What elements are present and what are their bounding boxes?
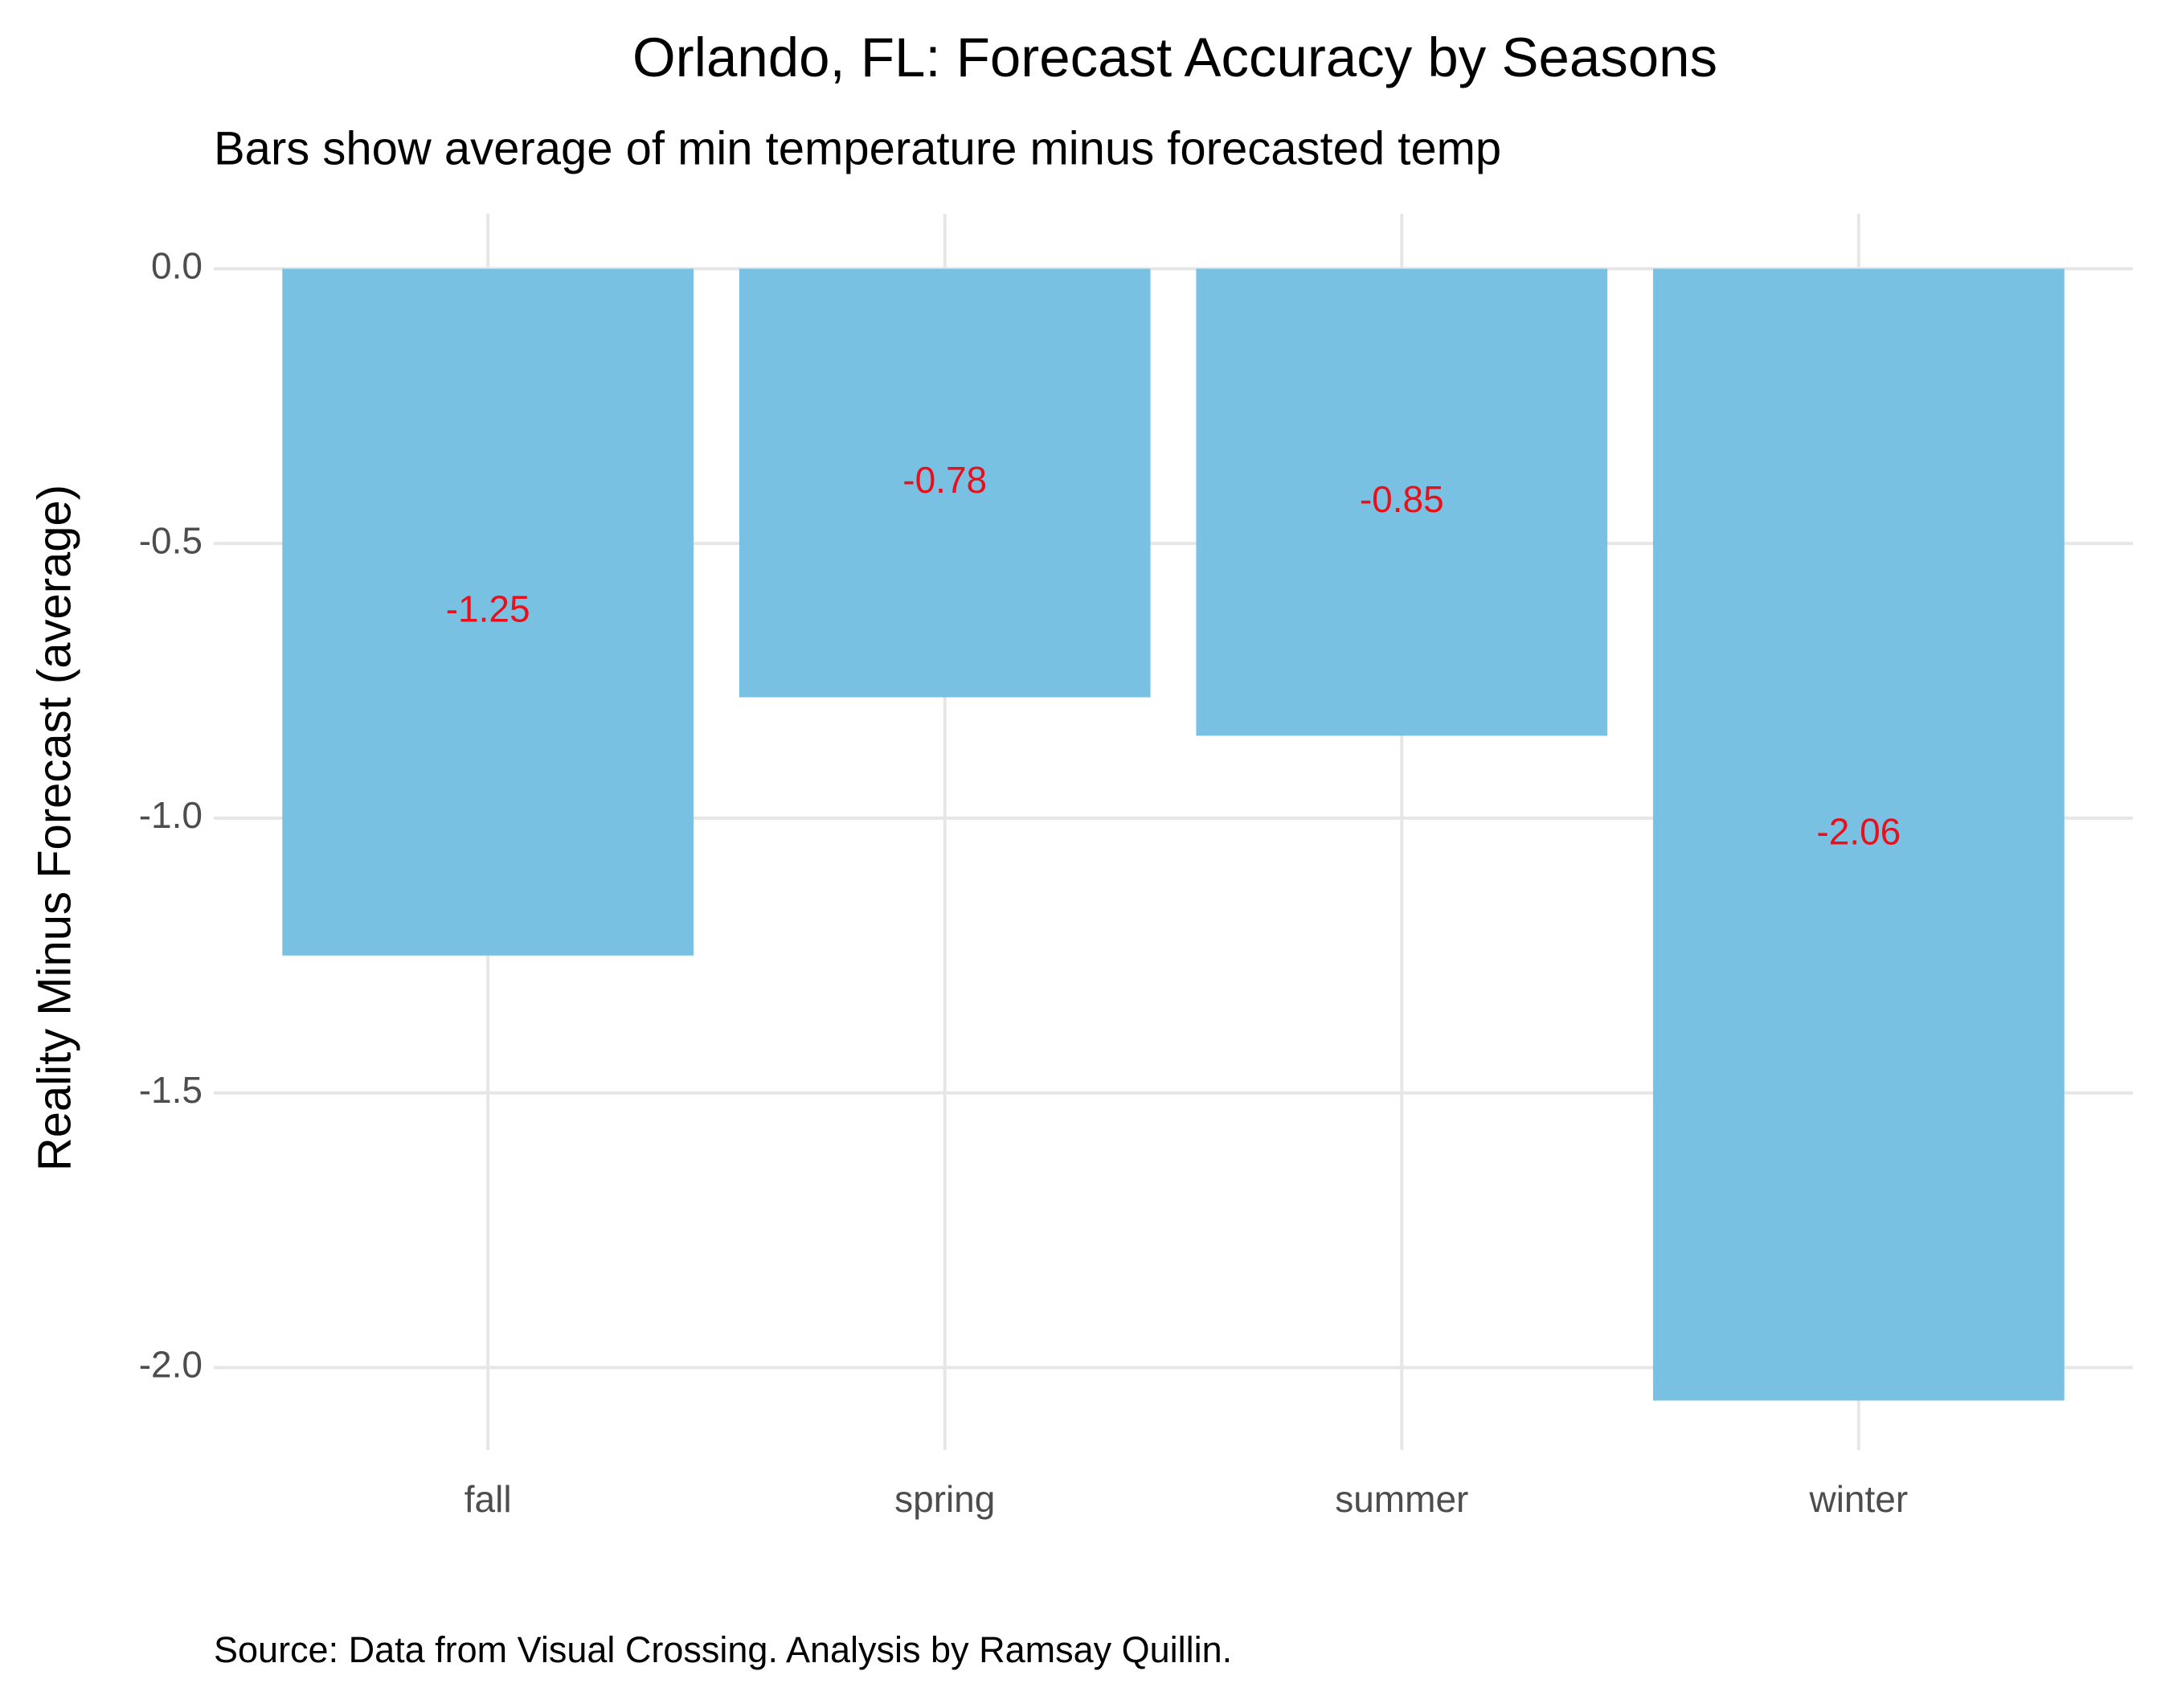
x-tick-label: summer — [1335, 1478, 1468, 1520]
x-tick-label: winter — [1808, 1478, 1908, 1520]
chart-title: Orlando, FL: Forecast Accuracy by Season… — [632, 27, 1717, 88]
chart-subtitle: Bars show average of min temperature min… — [214, 122, 1501, 174]
y-tick-label: 0.0 — [151, 245, 203, 287]
y-tick-label: -0.5 — [139, 519, 203, 561]
bar — [1196, 268, 1608, 736]
y-axis-title: Reality Minus Forecast (average) — [28, 485, 80, 1171]
caption: Source: Data from Visual Crossing. Analy… — [214, 1629, 1232, 1670]
bar — [1653, 268, 2065, 1401]
data-label: -1.25 — [446, 588, 530, 630]
bar — [282, 268, 694, 956]
x-tick-label: spring — [894, 1478, 995, 1520]
data-label: -0.85 — [1360, 478, 1444, 520]
data-label: -0.78 — [902, 459, 987, 501]
x-tick-label: fall — [465, 1478, 512, 1520]
data-label: -2.06 — [1816, 811, 1901, 853]
bar — [739, 268, 1151, 698]
y-tick-label: -1.5 — [139, 1069, 203, 1111]
y-tick-label: -1.0 — [139, 794, 203, 836]
y-tick-label: -2.0 — [139, 1344, 203, 1386]
